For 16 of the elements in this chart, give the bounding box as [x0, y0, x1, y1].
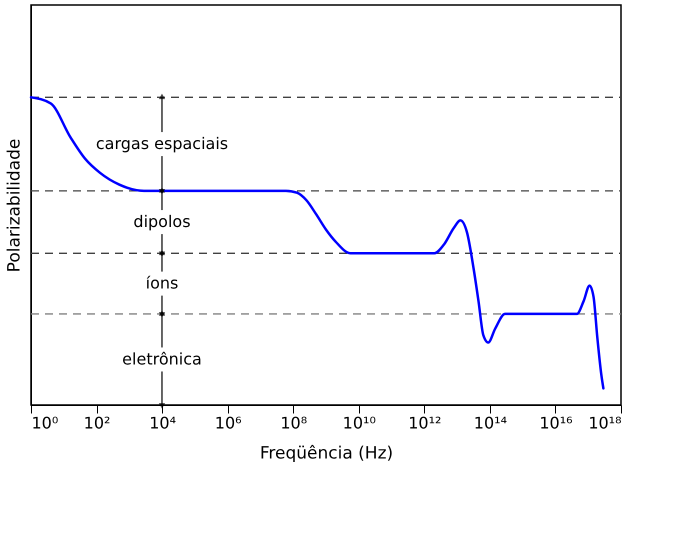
x-tick-label: 10⁶ — [214, 414, 242, 432]
x-tick-label: 10⁸ — [280, 414, 308, 432]
x-tick-label: 10¹⁰ — [342, 414, 376, 432]
y-axis-title: Polarizabilidade — [4, 138, 24, 272]
x-tick-label: 10¹⁸ — [588, 414, 622, 432]
x-axis-title: Freqüência (Hz) — [260, 444, 394, 464]
x-tick-label: 10⁴ — [149, 414, 176, 432]
x-tick-label: 10¹⁴ — [474, 414, 507, 432]
annotation: eletrônica — [122, 349, 202, 368]
x-tick-label: 10¹⁶ — [539, 414, 573, 432]
annotation: dipolos — [133, 212, 191, 232]
annotation: íons — [146, 274, 178, 293]
x-tick-label: 10¹² — [408, 414, 442, 432]
x-tick-label: 10² — [84, 414, 110, 432]
x-tick-label: 10⁰ — [32, 414, 58, 432]
annotation: cargas espaciais — [96, 134, 228, 154]
